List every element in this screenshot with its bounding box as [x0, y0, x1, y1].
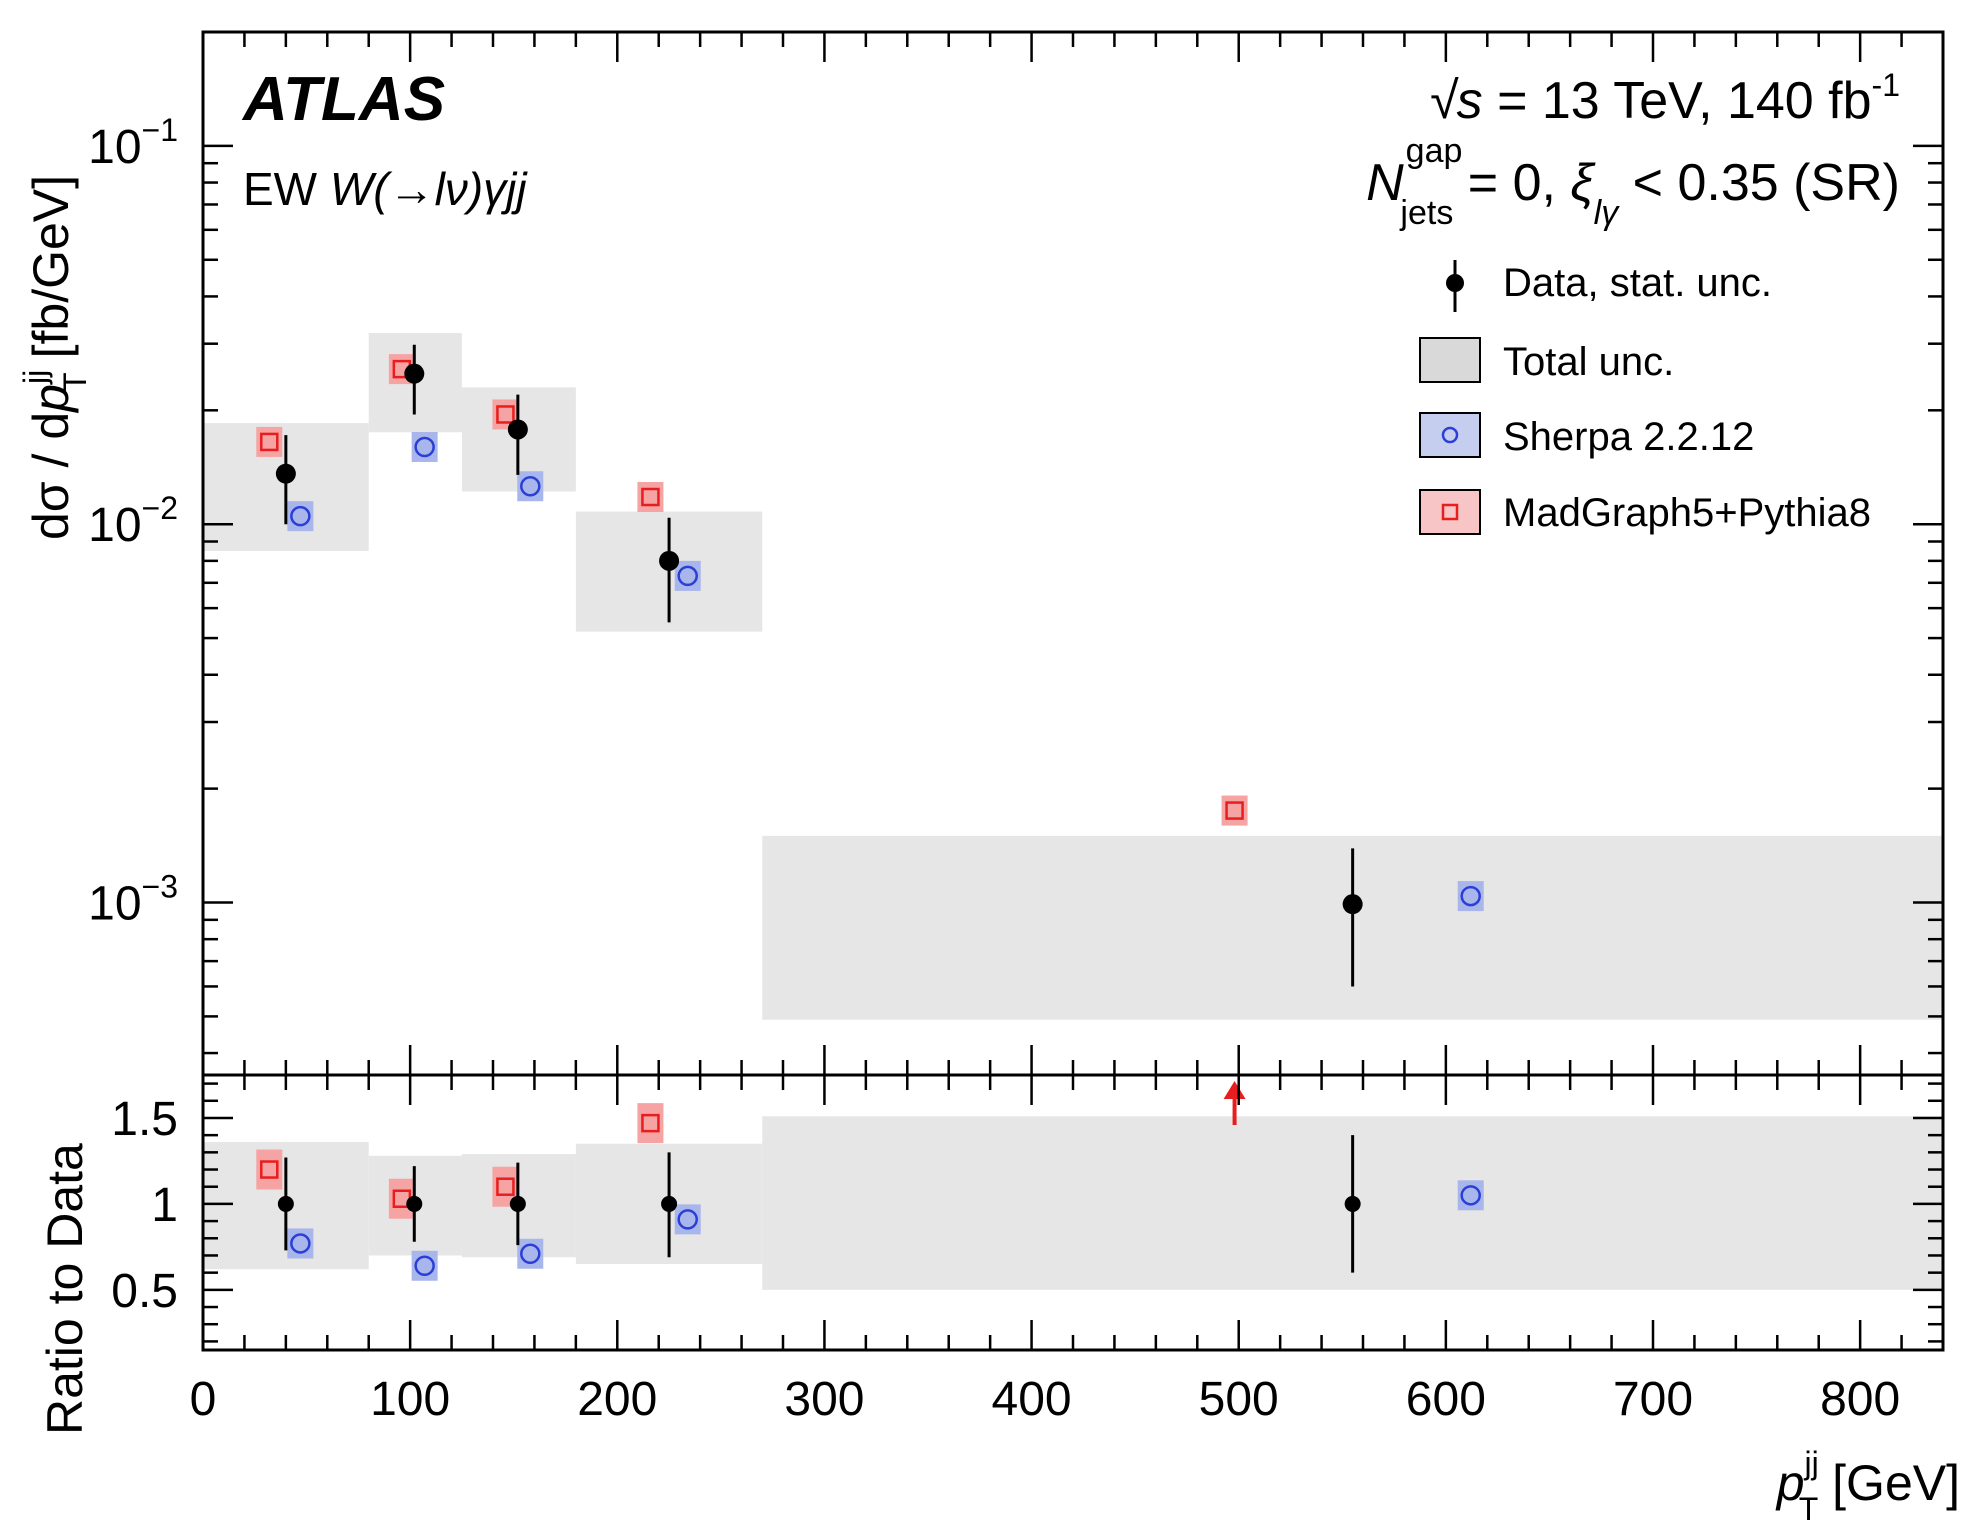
- x-tick-label: 300: [784, 1373, 864, 1426]
- x-tick-label: 600: [1406, 1373, 1486, 1426]
- legend-entry-total-unc: Total unc.: [1419, 337, 1674, 384]
- ratio-sherpa-marker: [677, 1209, 698, 1230]
- data-marker: [1342, 894, 1363, 915]
- ratio-data-marker: [509, 1195, 526, 1212]
- x-tick-label: 100: [370, 1373, 450, 1426]
- x-tick-label: 400: [992, 1373, 1072, 1426]
- legend-entry-data: Data, stat. unc.: [1446, 260, 1772, 312]
- ratio-data-marker: [661, 1195, 678, 1212]
- top-data-points: [256, 344, 1484, 987]
- x-axis-title: pjj T [GeV]: [1775, 1445, 1960, 1527]
- bottom-x-ticks: 0 100 200 300 400 500 600 700 800: [190, 1075, 1945, 1426]
- ratio-uncertainty-bands: [203, 1116, 1944, 1290]
- madgraph-marker: [496, 405, 515, 424]
- sherpa-marker: [290, 505, 311, 527]
- madgraph-marker: [260, 432, 279, 452]
- top-y-tick-label: 10−2: [88, 490, 178, 552]
- svg-text:Total unc.: Total unc.: [1503, 340, 1674, 384]
- ratio-data-marker: [1344, 1195, 1361, 1212]
- svg-text:Sherpa 2.2.12: Sherpa 2.2.12: [1503, 415, 1754, 459]
- legend-entry-madgraph: MadGraph5+Pythia8: [1419, 489, 1871, 535]
- data-marker: [404, 363, 425, 384]
- svg-text:Data, stat. unc.: Data, stat. unc.: [1503, 261, 1772, 305]
- top-y-tick-label: 10−3: [88, 869, 178, 931]
- bottom-y-tick-label: 1: [151, 1179, 178, 1232]
- sherpa-marker: [414, 436, 435, 458]
- x-tick-label: 500: [1199, 1373, 1279, 1426]
- sherpa-marker: [1460, 885, 1481, 907]
- top-x-ticks: [201, 32, 1945, 1075]
- bottom-y-tick-label: 0.5: [111, 1265, 178, 1318]
- x-tick-label: 200: [577, 1373, 657, 1426]
- process-label: EW W(→lν)γjj: [243, 163, 528, 215]
- bottom-panel: 0.5 1 1.5 0 100 200 300 400 500 600 700 800: [111, 1073, 1945, 1426]
- madgraph-offscale-arrowhead: [1223, 1081, 1246, 1099]
- top-y-tick-label: 10−1: [88, 112, 178, 174]
- svg-text:MadGraph5+Pythia8: MadGraph5+Pythia8: [1503, 491, 1871, 535]
- x-tick-label: 700: [1613, 1373, 1693, 1426]
- ratio-madgraph-marker: [641, 1113, 660, 1133]
- y-axis-title-bottom: Ratio to Data: [37, 1143, 93, 1435]
- data-marker: [659, 550, 680, 571]
- madgraph-marker: [641, 487, 660, 507]
- y-axis-title-top: dσ / dpjj T [fb/GeV]: [17, 175, 93, 540]
- top-y-ticks: 10−1 10−2 10−3: [88, 30, 1943, 1055]
- ratio-sherpa-marker: [1460, 1185, 1481, 1206]
- madgraph-marker: [1225, 801, 1244, 820]
- ratio-points: [256, 1081, 1484, 1281]
- x-tick-label: 800: [1820, 1373, 1900, 1426]
- ratio-data-marker: [406, 1195, 423, 1212]
- region-label: Ngap jets = 0, ξlγ < 0.35 (SR): [1366, 132, 1900, 232]
- sherpa-marker: [677, 565, 698, 587]
- ratio-sherpa-marker: [520, 1243, 541, 1264]
- ratio-data-marker: [277, 1195, 294, 1212]
- ratio-madgraph-marker: [496, 1177, 515, 1196]
- legend-entry-sherpa: Sherpa 2.2.12: [1419, 412, 1754, 459]
- data-marker: [507, 419, 528, 440]
- bottom-y-tick-label: 1.5: [111, 1093, 178, 1146]
- bottom-y-ticks: 0.5 1 1.5: [111, 1082, 1943, 1343]
- ratio-sherpa-marker: [290, 1233, 311, 1254]
- sherpa-marker: [520, 475, 541, 497]
- ratio-sherpa-marker: [414, 1255, 435, 1277]
- x-tick-label: 0: [190, 1373, 217, 1426]
- top-panel: 10−1 10−2 10−3: [88, 30, 1945, 1077]
- energy-lumi-label: √s = 13 TeV, 140 fb-1: [1430, 67, 1900, 130]
- legend: Data, stat. unc. Total unc. Sherpa 2.2.1…: [1419, 260, 1871, 535]
- experiment-label: ATLAS: [241, 65, 445, 134]
- ratio-madgraph-marker: [260, 1160, 279, 1179]
- data-marker: [275, 463, 296, 484]
